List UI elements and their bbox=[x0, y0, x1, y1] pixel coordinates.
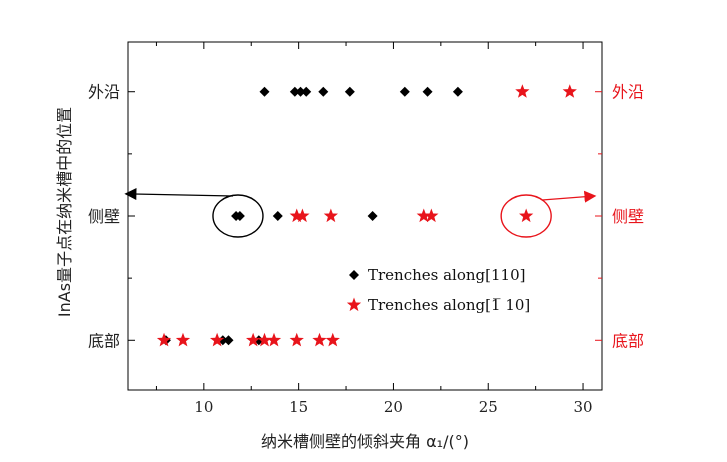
legend-star-marker bbox=[346, 297, 362, 312]
star-point bbox=[257, 332, 272, 347]
diamond-point bbox=[272, 211, 283, 221]
y-axis-title: InAs量子点在纳米槽中的位置 bbox=[55, 107, 74, 317]
x-tick-label: 25 bbox=[479, 398, 498, 416]
star-point bbox=[156, 332, 172, 347]
star-point bbox=[562, 84, 577, 98]
diamond-point bbox=[223, 335, 234, 346]
legend-label: Trenches along[110] bbox=[368, 266, 526, 284]
y-category-label: 外沿 bbox=[88, 83, 120, 102]
diamond-point bbox=[289, 86, 300, 97]
diamond-point bbox=[295, 86, 306, 97]
star-point bbox=[424, 208, 439, 223]
star-point bbox=[289, 332, 304, 347]
annotation-ellipse bbox=[212, 194, 264, 238]
plot-frame bbox=[127, 41, 603, 391]
right-category-label: 侧壁 bbox=[612, 207, 644, 226]
diamond-point bbox=[422, 86, 433, 97]
y-category-label: 侧壁 bbox=[88, 207, 120, 226]
annotation-arrow bbox=[124, 188, 233, 201]
legend-label: Trenches along[1̅ 10] bbox=[368, 296, 530, 314]
star-point bbox=[312, 332, 327, 347]
x-axis-title: 纳米槽侧壁的倾斜夹角 α₁/(°) bbox=[261, 432, 469, 451]
right-category-label: 底部 bbox=[612, 331, 644, 350]
diamond-point bbox=[452, 86, 463, 97]
diamond-point bbox=[344, 86, 355, 97]
diamond-point bbox=[367, 211, 378, 221]
star-point bbox=[209, 332, 225, 347]
star-point bbox=[515, 84, 530, 98]
diamond-point bbox=[234, 211, 245, 221]
right-category-label: 外沿 bbox=[612, 83, 644, 102]
x-tick-label: 15 bbox=[289, 398, 308, 416]
legend: Trenches along[110] Trenches along[1̅ 10] bbox=[346, 266, 530, 314]
diamond-point bbox=[318, 86, 329, 97]
diamond-point bbox=[399, 86, 410, 97]
diamond-point bbox=[259, 86, 270, 97]
data-points bbox=[156, 84, 577, 347]
x-tick-label: 30 bbox=[573, 398, 592, 416]
annotation-ellipse bbox=[500, 194, 552, 238]
star-point bbox=[519, 208, 534, 223]
star-point bbox=[266, 332, 282, 347]
x-axis-ticks: 10 15 20 25 30 bbox=[155, 42, 593, 416]
y-category-label: 底部 bbox=[88, 331, 120, 350]
annotation-arrow bbox=[542, 190, 597, 203]
x-tick-label: 20 bbox=[384, 398, 403, 416]
star-point bbox=[416, 208, 431, 223]
star-point bbox=[246, 332, 261, 347]
annotations bbox=[124, 188, 597, 238]
star-point bbox=[175, 332, 191, 347]
legend-diamond-marker bbox=[349, 270, 359, 280]
x-tick-label: 10 bbox=[194, 398, 213, 416]
star-point bbox=[323, 208, 338, 223]
star-point bbox=[325, 332, 340, 347]
star-point bbox=[295, 208, 310, 223]
star-point bbox=[289, 208, 304, 223]
diamond-point bbox=[301, 86, 312, 97]
